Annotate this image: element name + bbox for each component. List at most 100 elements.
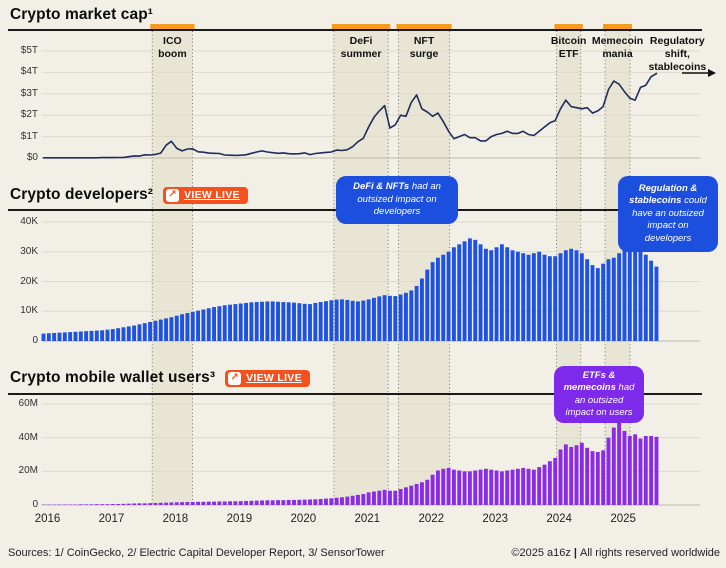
- developers-bar: [78, 331, 83, 341]
- developers-bar: [249, 302, 254, 341]
- developers-bar: [201, 309, 206, 341]
- wallet-users-bar: [292, 499, 296, 505]
- wallet-users-bar: [84, 504, 89, 505]
- developers-bar: [238, 303, 243, 341]
- developers-bar: [366, 299, 371, 341]
- highlight-band: [333, 31, 389, 505]
- developers-bar: [531, 253, 536, 341]
- developers-bar: [451, 247, 456, 341]
- developers-bar: [377, 296, 382, 341]
- wallet-users-bar: [388, 490, 392, 505]
- developers-bar: [382, 295, 387, 341]
- wallet-users-bar: [510, 469, 515, 505]
- wallet-users-bar: [206, 501, 211, 505]
- wallet-users-bar: [233, 501, 238, 505]
- developers-bar: [244, 302, 248, 341]
- wallet-users-bar: [372, 491, 376, 505]
- developers-bar: [276, 301, 280, 341]
- wallet-users-bar: [366, 492, 371, 505]
- wallet-users-bar: [617, 420, 622, 505]
- developers-bar: [222, 305, 227, 341]
- wallet-users-bar: [281, 500, 286, 505]
- band-cap: [603, 24, 633, 30]
- wallet-users-bar: [579, 442, 584, 505]
- wallet-users-bar: [489, 469, 494, 505]
- developers-bar: [649, 260, 654, 341]
- wallet-users-bar: [553, 457, 558, 505]
- developers-bar: [643, 254, 648, 341]
- wallet-users-bar: [430, 474, 435, 505]
- wallet-users-bar: [158, 502, 163, 505]
- wallet-users-bar: [228, 501, 232, 505]
- developers-bar: [158, 319, 163, 341]
- developers-bar: [105, 329, 110, 341]
- developers-bar: [499, 244, 504, 341]
- developers-bar: [542, 254, 547, 341]
- wallet-users-bar: [313, 499, 318, 505]
- wallet-users-bar: [361, 494, 366, 505]
- wallet-users-bar: [451, 469, 456, 505]
- developers-bar: [84, 331, 89, 341]
- developers-bar: [318, 302, 323, 341]
- developers-bar: [89, 330, 94, 341]
- developers-bar: [185, 313, 190, 341]
- wallet-users-bar: [403, 487, 408, 505]
- developers-bar: [617, 253, 622, 341]
- wallet-users-bar: [286, 499, 291, 505]
- wallet-users-bar: [153, 502, 158, 505]
- wallet-users-bar: [398, 489, 403, 505]
- view-live-label: VIEW LIVE: [246, 372, 302, 384]
- developers-bar: [137, 324, 142, 341]
- wallet-users-bar: [137, 503, 142, 505]
- wallet-users-bar: [467, 471, 472, 505]
- developers-bar: [494, 247, 499, 341]
- developers-bar: [254, 302, 259, 341]
- developers-bar: [313, 302, 318, 341]
- developers-bar: [510, 250, 515, 341]
- developers-bar: [41, 333, 46, 341]
- developers-bar: [180, 314, 185, 341]
- wallet-users-bar: [110, 503, 115, 505]
- wallet-users-bar: [169, 502, 174, 505]
- developers-bar: [467, 238, 472, 341]
- wallet-users-bar: [649, 435, 654, 505]
- wallet-users-bar: [164, 502, 169, 505]
- wallet-users-bar: [382, 489, 387, 505]
- wallet-users-bar: [238, 501, 243, 505]
- developers-bar: [537, 251, 542, 341]
- wallet-users-bar: [196, 501, 201, 505]
- wallet-users-bar: [148, 503, 153, 505]
- developers-bar: [441, 254, 446, 341]
- developers-bar: [601, 263, 606, 341]
- band-cap: [396, 24, 452, 30]
- wallet-users-bar: [377, 490, 382, 505]
- wallet-users-bar: [260, 500, 264, 505]
- developers-bar: [638, 251, 643, 341]
- developers-bar: [100, 330, 105, 341]
- wallet-users-bar: [446, 467, 451, 505]
- developers-bar: [505, 247, 510, 341]
- developers-bar: [574, 250, 579, 341]
- developers-bar: [393, 296, 398, 341]
- developers-bar: [281, 302, 286, 341]
- developers-bar: [388, 295, 392, 341]
- developers-bar: [324, 301, 328, 341]
- wallet-users-bar: [611, 427, 616, 505]
- view-live-button-developers[interactable]: ↗ VIEW LIVE: [163, 186, 248, 204]
- view-live-button-wallet-users[interactable]: ↗ VIEW LIVE: [225, 369, 310, 387]
- developers-bar: [116, 328, 121, 341]
- wallet-users-bar: [265, 500, 270, 505]
- wallet-users-bar: [574, 445, 579, 505]
- wallet-users-bar: [78, 504, 83, 505]
- band-cap: [554, 24, 583, 30]
- developers-bar: [435, 257, 440, 341]
- wallet-users-bar: [515, 468, 520, 505]
- wallet-users-bar: [622, 430, 627, 505]
- wallet-users-bar: [478, 469, 483, 505]
- wallet-users-bar: [473, 470, 478, 505]
- developers-bar: [132, 325, 137, 341]
- developers-bar: [606, 259, 611, 341]
- wallet-users-bar: [57, 504, 62, 505]
- wallet-users-bar: [633, 434, 638, 505]
- wallet-users-bar: [393, 490, 398, 505]
